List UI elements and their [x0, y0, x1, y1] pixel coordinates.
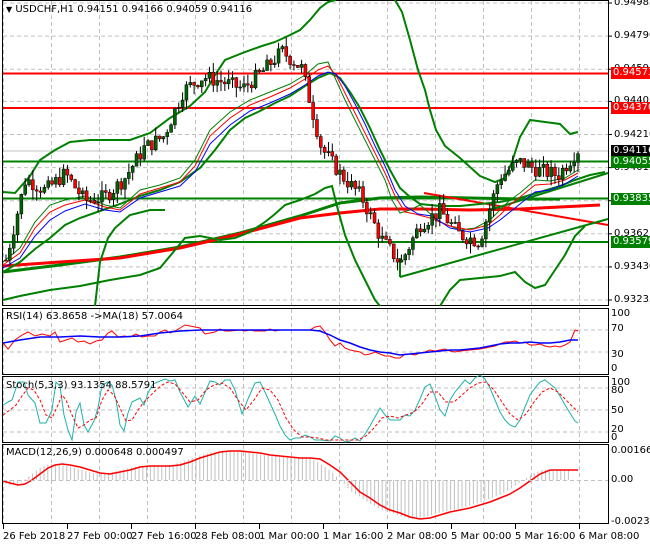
- stoch-panel: [2, 374, 579, 443]
- stoch-level-0: 0: [611, 432, 618, 443]
- moving-averages: [2, 61, 579, 269]
- time-tick-label: 2 Mar 08:00: [387, 531, 448, 542]
- time-tick-label: 27 Feb 16:00: [131, 531, 197, 542]
- stoch-level-80: 80: [611, 385, 624, 396]
- dropdown-arrow-icon[interactable]: ▼: [6, 5, 13, 14]
- candlesticks: [4, 37, 580, 271]
- stoch-main-line: [2, 374, 579, 443]
- macd-histogram: [5, 451, 569, 519]
- bb-lower: [2, 184, 381, 307]
- bb-upper: [2, 0, 337, 195]
- trendline-up-green-high: [489, 172, 609, 211]
- time-tick-label: 1 Mar 16:00: [323, 531, 384, 542]
- rsi-level-70: 70: [611, 323, 624, 334]
- time-tick-label: 1 Mar 00:00: [259, 531, 320, 542]
- trendlines[interactable]: [2, 172, 609, 278]
- panel-frames: [2, 0, 609, 524]
- trendline-down-red: [423, 192, 609, 226]
- stoch-label: Stoch(5,3,3) 93.1354 88.5791: [6, 380, 157, 391]
- ma-mid-red: [2, 65, 579, 266]
- rsi-level-0: 0: [611, 363, 618, 374]
- rsi-ma-line: [2, 329, 578, 356]
- time-tick-label: 27 Feb 00:00: [67, 531, 133, 542]
- stoch-level-100: 100: [611, 377, 631, 388]
- stoch-level-20: 20: [611, 424, 624, 435]
- ma-slow-blue: [2, 71, 579, 269]
- time-tick-label: 5 Mar 16:00: [515, 531, 576, 542]
- bb-lower-early: [94, 209, 165, 307]
- price-label-current: 0.94116: [611, 145, 650, 157]
- grid-lines: [3, 1, 608, 523]
- trendline-up-green-low: [399, 218, 609, 278]
- macd-level-max: 0.00166: [611, 445, 650, 456]
- price-label-support-3: 0.93579: [611, 236, 650, 248]
- rsi-level-30: 30: [611, 349, 624, 360]
- time-tick-label: 28 Feb 08:00: [195, 531, 261, 542]
- chart-title: ▼ USDCHF,H1 0.94151 0.94166 0.94059 0.94…: [6, 4, 252, 16]
- macd-level-min: -0.002356: [611, 516, 650, 527]
- rsi-level-100: 100: [611, 308, 631, 319]
- macd-label: MACD(12,26,9) 0.000648 0.000497: [6, 447, 184, 458]
- macd-level-zero: 0.00: [611, 474, 634, 485]
- time-tick-label: 6 Mar 08:00: [579, 531, 640, 542]
- stoch-level-50: 50: [611, 405, 624, 416]
- price-label-support-1: 0.94055: [611, 156, 650, 168]
- bb-lower-2: [439, 225, 586, 307]
- rsi-panel: [2, 324, 579, 359]
- price-label-support-2: 0.93835: [611, 193, 650, 205]
- macd-signal-line: [2, 450, 578, 520]
- time-tick-label: 26 Feb 2018: [3, 531, 66, 542]
- macd-panel: [2, 450, 608, 520]
- price-label-resistance-1: 0.94573: [611, 67, 650, 79]
- bb-upper-2: [394, 0, 579, 184]
- price-tick-label: 0.94405: [614, 95, 650, 107]
- time-tick-label: 5 Mar 00:00: [451, 531, 512, 542]
- price-tick-label: 0.94985: [614, 0, 650, 8]
- symbol-ohlc: USDCHF,H1 0.94151 0.94166 0.94059 0.9411…: [15, 4, 253, 15]
- price-tick-label: 0.93625: [614, 227, 650, 239]
- rsi-label: RSI(14) 63.8658 ->MA(18) 57.0064: [6, 311, 183, 322]
- price-tick-label: 0.93235: [614, 294, 650, 305]
- stoch-signal-line: [2, 381, 579, 441]
